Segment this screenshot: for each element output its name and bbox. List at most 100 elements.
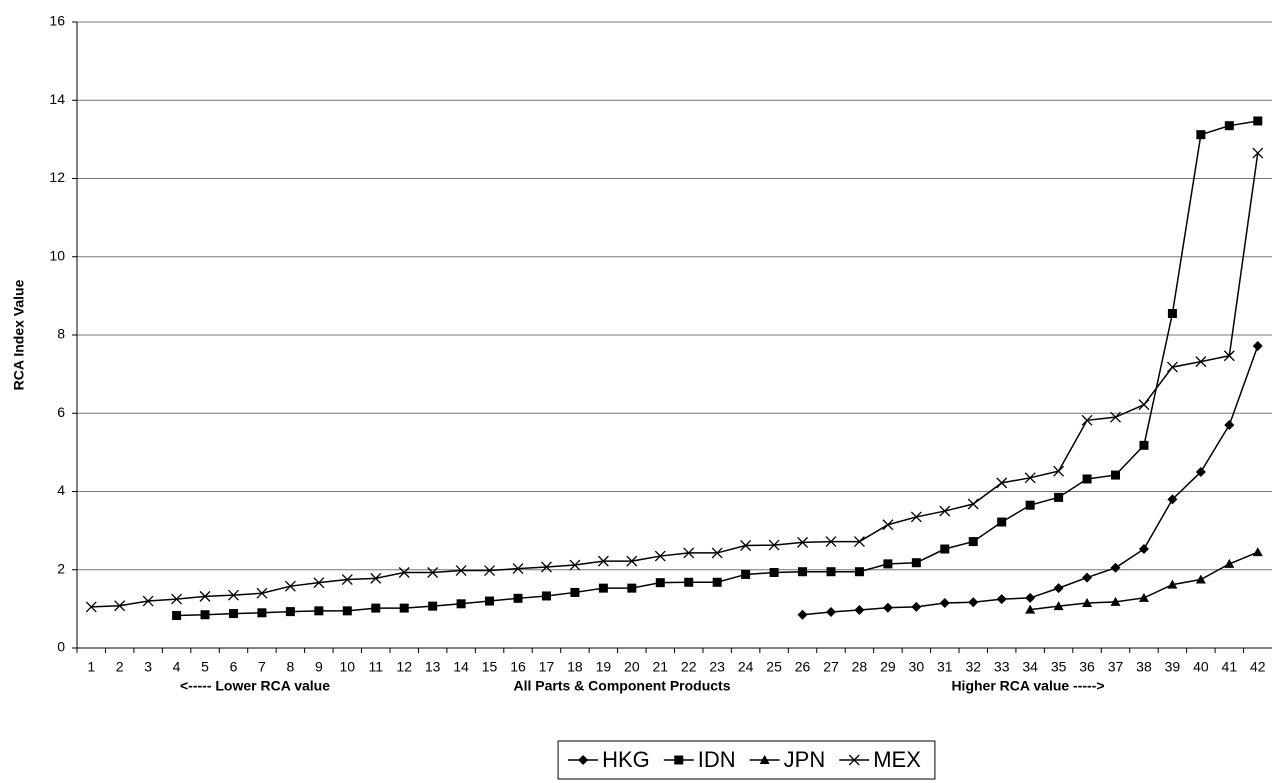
data-point bbox=[910, 511, 922, 523]
y-tick-label: 14 bbox=[49, 91, 65, 107]
x-tick-label: 9 bbox=[315, 659, 323, 675]
data-point bbox=[1082, 598, 1093, 608]
data-point bbox=[883, 559, 893, 569]
data-point bbox=[427, 567, 439, 578]
data-point bbox=[769, 567, 779, 577]
data-point bbox=[1138, 592, 1149, 602]
series-line bbox=[91, 152, 1259, 608]
data-point bbox=[200, 610, 210, 620]
data-point bbox=[199, 590, 211, 602]
data-point bbox=[398, 567, 410, 578]
x-tick-label: 36 bbox=[1079, 659, 1095, 675]
x-tick-label: 22 bbox=[681, 659, 697, 675]
data-point bbox=[1082, 474, 1092, 484]
data-point bbox=[228, 589, 239, 601]
x-tick-label: 16 bbox=[510, 659, 526, 675]
data-point bbox=[911, 601, 922, 612]
x-tick-label: 15 bbox=[482, 659, 498, 675]
data-point bbox=[313, 577, 325, 589]
x-tick-label: 34 bbox=[1022, 659, 1038, 675]
data-point bbox=[683, 547, 695, 559]
data-point bbox=[1081, 414, 1093, 426]
data-point bbox=[284, 580, 296, 592]
y-tick-label: 10 bbox=[49, 247, 65, 263]
y-tick-label: 0 bbox=[57, 639, 65, 655]
data-point bbox=[1025, 604, 1036, 614]
x-tick-label: 7 bbox=[258, 659, 266, 675]
x-tick-label: 20 bbox=[624, 659, 640, 675]
data-point bbox=[456, 599, 466, 609]
x-tick-label: 40 bbox=[1193, 659, 1209, 675]
x-tick-label: 23 bbox=[709, 659, 725, 675]
data-point bbox=[1253, 116, 1263, 126]
data-point bbox=[627, 583, 637, 593]
data-point bbox=[1110, 562, 1121, 573]
data-point bbox=[684, 577, 694, 587]
data-point bbox=[825, 536, 837, 548]
x-tick-label: 35 bbox=[1051, 659, 1067, 675]
data-point bbox=[882, 519, 894, 531]
x-tick-label: 8 bbox=[286, 659, 294, 675]
data-point bbox=[1166, 361, 1178, 373]
y-tick-label: 6 bbox=[57, 404, 65, 420]
data-point bbox=[1110, 411, 1121, 423]
data-point bbox=[996, 594, 1007, 605]
x-tick-label: 3 bbox=[144, 659, 152, 675]
data-point bbox=[1053, 465, 1065, 477]
data-point bbox=[314, 606, 324, 616]
data-point bbox=[1138, 544, 1149, 555]
x-tick-label: 4 bbox=[173, 659, 181, 675]
legend-label: MEX bbox=[873, 747, 921, 772]
data-point bbox=[1196, 130, 1206, 140]
data-point bbox=[1110, 596, 1121, 606]
data-point bbox=[428, 601, 438, 611]
data-point bbox=[371, 603, 381, 613]
data-point bbox=[513, 593, 523, 603]
data-point bbox=[285, 607, 295, 617]
data-point bbox=[1138, 399, 1150, 411]
legend-marker bbox=[674, 755, 684, 765]
data-point bbox=[655, 578, 665, 588]
x-tick-label: 2 bbox=[116, 659, 124, 675]
series-line bbox=[176, 120, 1258, 617]
data-point bbox=[798, 567, 808, 577]
x-tick-label: 42 bbox=[1250, 659, 1266, 675]
y-tick-label: 8 bbox=[57, 326, 65, 342]
data-point bbox=[597, 555, 609, 567]
data-point bbox=[1082, 572, 1093, 583]
x-tick-label: 11 bbox=[368, 659, 383, 675]
y-tick-label: 12 bbox=[49, 169, 65, 185]
data-point bbox=[570, 587, 580, 597]
data-point bbox=[741, 569, 751, 579]
x-tick-label: 28 bbox=[852, 659, 868, 675]
y-tick-label: 2 bbox=[57, 560, 65, 576]
data-point bbox=[825, 607, 836, 618]
data-point bbox=[1139, 440, 1149, 450]
data-point bbox=[911, 558, 921, 568]
data-point bbox=[1111, 470, 1121, 480]
x-tick-label: 12 bbox=[396, 659, 412, 675]
x-tick-label: 37 bbox=[1108, 659, 1124, 675]
data-point bbox=[797, 609, 808, 620]
data-point bbox=[455, 565, 467, 576]
x-annotation: <----- Lower RCA value bbox=[180, 678, 330, 694]
data-point bbox=[1224, 419, 1235, 430]
data-point bbox=[1025, 592, 1036, 603]
data-point bbox=[1053, 601, 1064, 611]
legend-marker bbox=[759, 755, 770, 764]
data-point bbox=[1195, 574, 1206, 584]
data-point bbox=[541, 591, 551, 601]
data-point bbox=[854, 567, 864, 577]
data-point bbox=[1053, 583, 1064, 594]
x-tick-label: 25 bbox=[766, 659, 782, 675]
legend-label: JPN bbox=[784, 747, 826, 772]
x-tick-label: 21 bbox=[652, 659, 668, 675]
data-point bbox=[768, 539, 780, 551]
data-point bbox=[1224, 558, 1235, 568]
series-line bbox=[802, 345, 1259, 616]
x-tick-label: 1 bbox=[87, 659, 95, 675]
x-tick-label: 13 bbox=[425, 659, 441, 675]
data-point bbox=[968, 597, 979, 608]
data-point bbox=[1054, 492, 1064, 502]
data-point bbox=[370, 572, 382, 584]
